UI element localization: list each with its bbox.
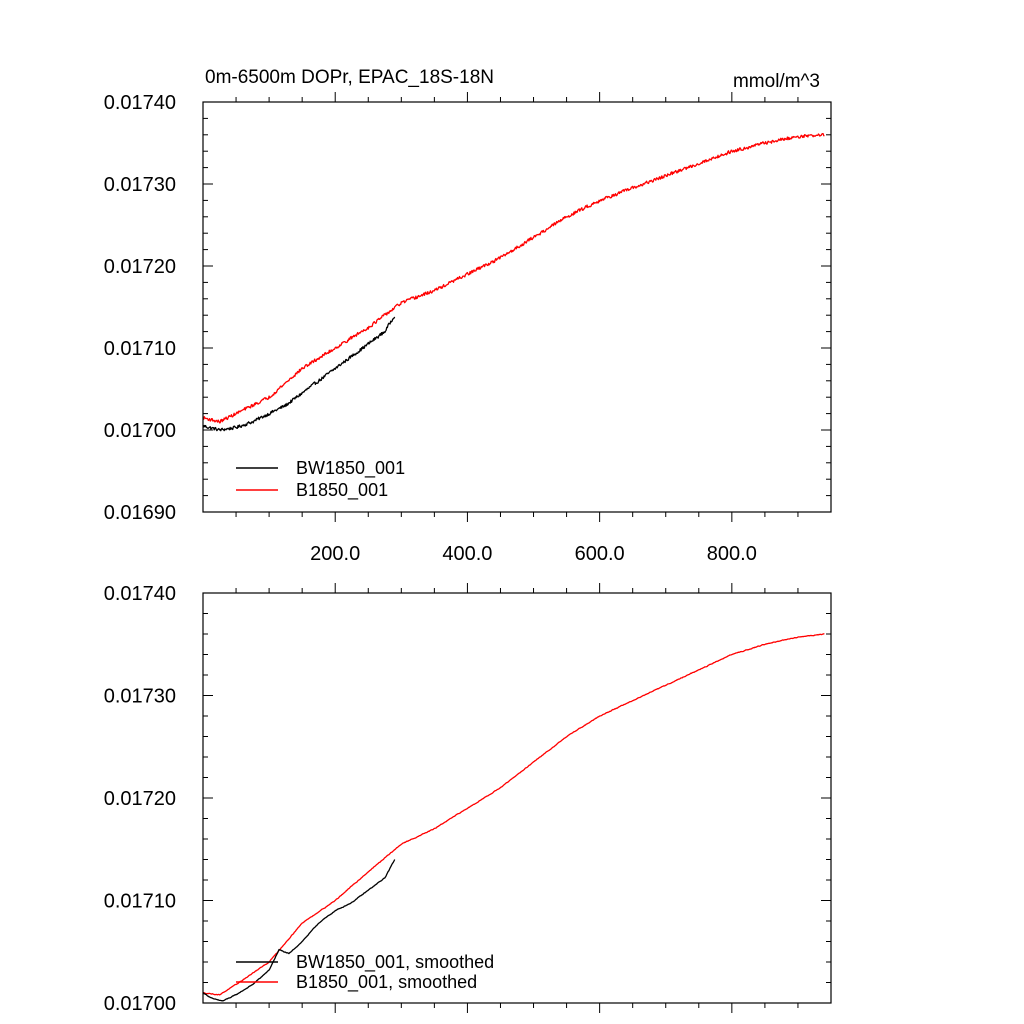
y-tick-label: 0.01690 xyxy=(104,502,176,524)
series-line-bw1850-001 xyxy=(202,316,396,432)
x-tick-label: 800.0 xyxy=(707,543,757,565)
bottom-series xyxy=(202,633,825,1002)
top-legend: BW1850_001 B1850_001 xyxy=(236,458,405,501)
legend-label-bw1850-smoothed: BW1850_001, smoothed xyxy=(296,952,494,973)
y-tick-label: 0.01710 xyxy=(104,338,176,360)
x-tick-label: 600.0 xyxy=(575,543,625,565)
series-line-b1850-001 xyxy=(202,132,825,424)
bottom-legend: BW1850_001, smoothed B1850_001, smoothed xyxy=(236,952,494,993)
y-tick-label: 0.01730 xyxy=(104,686,176,708)
legend-label-bw1850: BW1850_001 xyxy=(296,458,405,479)
series-line-bw1850-001-smoothed xyxy=(202,859,396,1002)
top-plot-frame xyxy=(202,101,832,513)
y-tick-label: 0.01720 xyxy=(104,256,176,278)
series-line-b1850-001-smoothed xyxy=(203,633,825,996)
y-tick-label: 0.01720 xyxy=(104,788,176,810)
x-tick-label: 200.0 xyxy=(310,543,360,565)
y-tick-label: 0.01740 xyxy=(104,92,176,114)
legend-label-b1850: B1850_001 xyxy=(296,480,388,501)
top-series xyxy=(202,132,825,432)
y-tick-label: 0.01700 xyxy=(104,420,176,442)
bottom-plot-frame xyxy=(202,592,832,1004)
chart-title: 0m-6500m DOPr, EPAC_18S-18N xyxy=(205,67,494,88)
y-tick-label: 0.01730 xyxy=(104,174,176,196)
top-axes: 0.01690 0.01700 0.01710 0.01720 0.01730 0.017… xyxy=(104,92,831,565)
legend-label-b1850-smoothed: B1850_001, smoothed xyxy=(296,972,477,993)
y-tick-label: 0.01710 xyxy=(104,891,176,913)
y-tick-label: 0.01700 xyxy=(104,993,176,1015)
top-panel: 0m-6500m DOPr, EPAC_18S-18N mmol/m^3 0.0… xyxy=(104,67,832,565)
bottom-axes: 0.01700 0.01710 0.01720 0.01730 0.01740 xyxy=(104,583,831,1015)
bottom-panel: 0.01700 0.01710 0.01720 0.01730 0.01740 BW18… xyxy=(104,583,832,1015)
y-tick-label: 0.01740 xyxy=(104,583,176,605)
units-label: mmol/m^3 xyxy=(733,71,820,92)
x-tick-label: 400.0 xyxy=(442,543,492,565)
